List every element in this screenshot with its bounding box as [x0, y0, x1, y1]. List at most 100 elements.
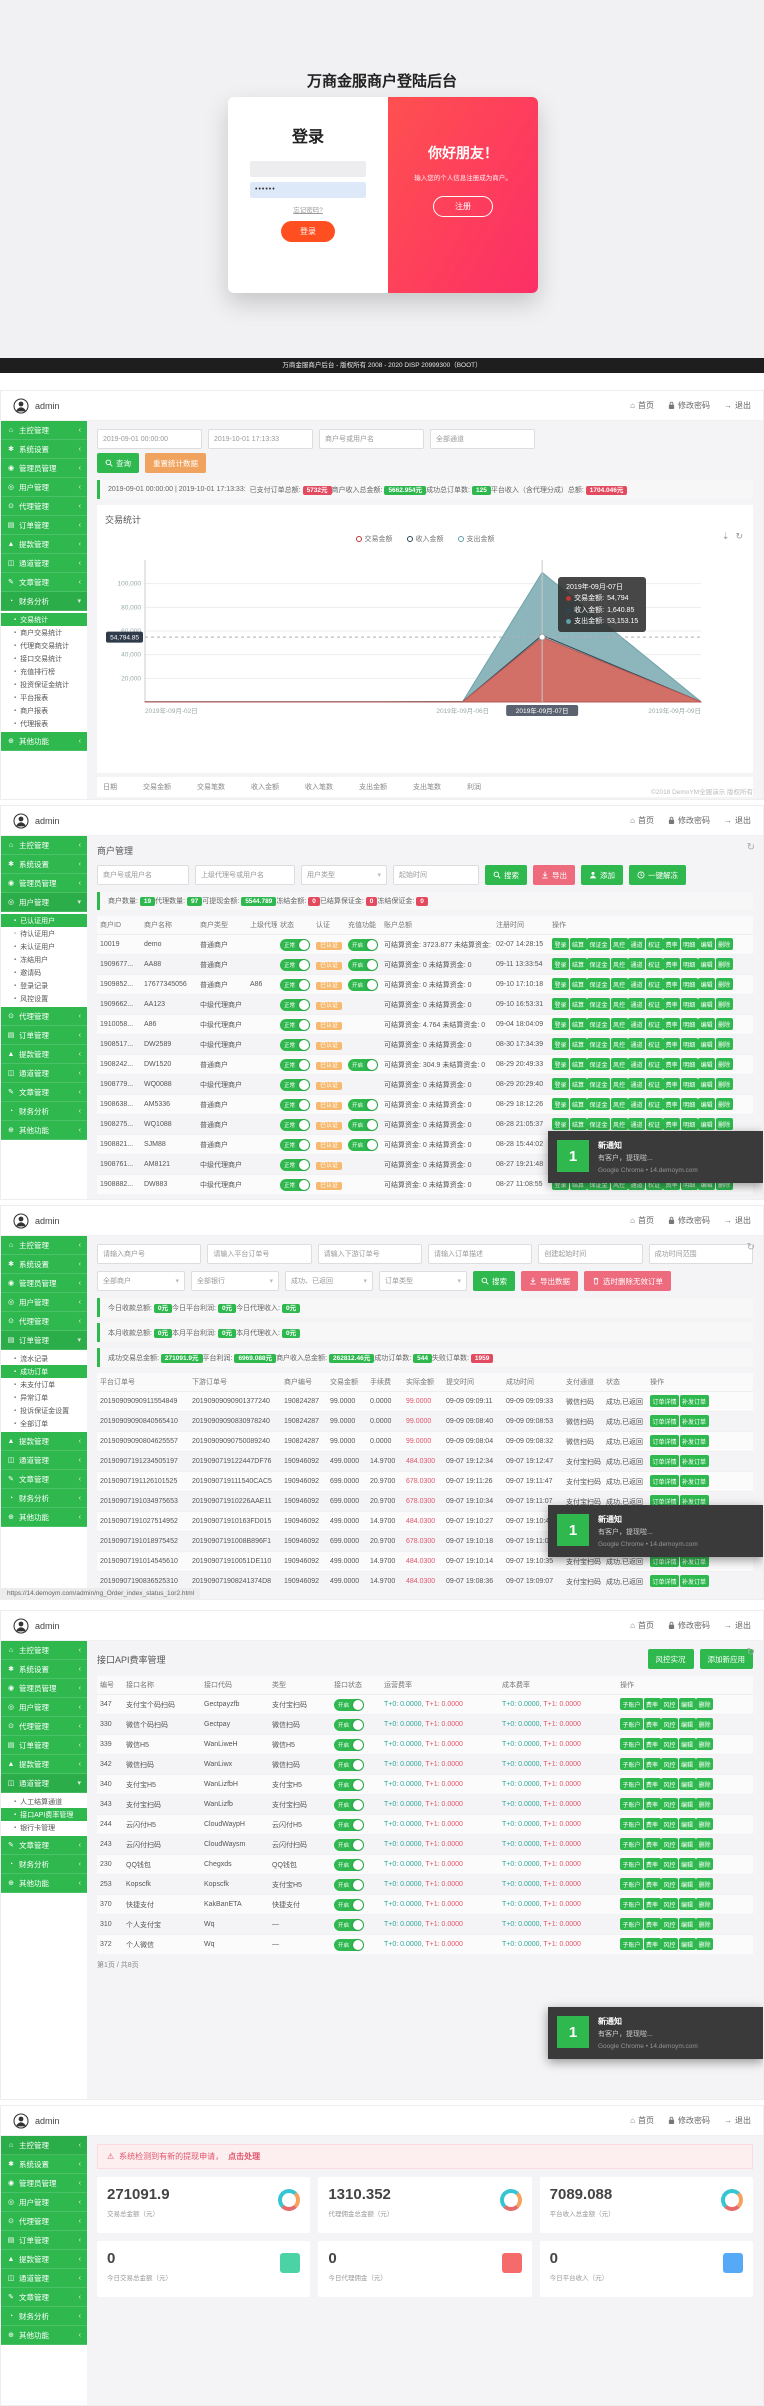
- sidebar-item[interactable]: ◔ 财务分析 ‹: [1, 2307, 87, 2326]
- row-action-button[interactable]: 结算: [569, 1038, 587, 1050]
- sidebar-subitem[interactable]: ▪ 成功订单: [1, 1365, 87, 1378]
- merchant-id-input[interactable]: 商户号或用户名: [97, 865, 189, 885]
- sidebar-subitem[interactable]: ▪ 异常订单: [14, 1394, 49, 1402]
- sidebar-item[interactable]: ⊙ 代理管理 ‹: [1, 1312, 87, 1331]
- sidebar-item[interactable]: ⊕ 其他功能 ‹: [1, 1121, 87, 1140]
- row-action-button[interactable]: 费率: [643, 1778, 661, 1790]
- sidebar-item[interactable]: ◎ 用户管理 ‹: [1, 1293, 87, 1312]
- row-action-button[interactable]: 删除: [696, 1698, 714, 1710]
- row-action-button[interactable]: 订单详情: [650, 1575, 680, 1587]
- sidebar-item[interactable]: ✎ 文章管理 ‹: [1, 2288, 87, 2307]
- row-action-button[interactable]: 保证金: [587, 958, 611, 970]
- sidebar-item[interactable]: ◔ 财务分析 ▾: [1, 592, 87, 611]
- row-action-button[interactable]: 费率: [663, 1038, 681, 1050]
- sidebar-subitem[interactable]: ▪ 平台报表: [14, 694, 49, 702]
- home-link[interactable]: ⌂ 首页: [630, 1621, 654, 1630]
- row-action-button[interactable]: 删除: [696, 1838, 714, 1850]
- sidebar-subitem[interactable]: ▪ 流水记录: [14, 1355, 49, 1363]
- row-action-button[interactable]: 结算: [569, 958, 587, 970]
- register-button[interactable]: 注册: [433, 196, 493, 217]
- row-action-button[interactable]: 补发订单: [679, 1555, 709, 1567]
- refresh-icon[interactable]: ↻: [746, 842, 755, 853]
- recharge-toggle[interactable]: 开启: [348, 1138, 378, 1151]
- row-action-button[interactable]: 登录: [552, 978, 570, 990]
- row-action-button[interactable]: 风控: [661, 1898, 679, 1910]
- row-action-button[interactable]: 编辑: [698, 998, 716, 1010]
- recharge-toggle[interactable]: 开启: [348, 1058, 378, 1071]
- row-action-button[interactable]: 子账户: [620, 1778, 644, 1790]
- row-action-button[interactable]: 补发订单: [679, 1475, 709, 1487]
- row-action-button[interactable]: 登录: [552, 958, 570, 970]
- row-action-button[interactable]: 明细: [680, 998, 698, 1010]
- sidebar-subitem[interactable]: ▪ 投资保证金统计: [14, 681, 70, 689]
- status-toggle[interactable]: 正常: [280, 978, 310, 991]
- order-filter-input[interactable]: 请输入商户号: [97, 1244, 202, 1264]
- legend-item[interactable]: 支出金额: [457, 534, 495, 544]
- status-toggle[interactable]: 正常: [280, 1178, 310, 1191]
- forgot-password-link[interactable]: 忘记密码?: [293, 207, 323, 214]
- state-toggle[interactable]: 开启: [334, 1798, 364, 1811]
- notification-toast[interactable]: 1 新通知 有客户，提现啦... Google Chrome • 14.demo…: [548, 1131, 763, 1183]
- sidebar-item[interactable]: ◎ 用户管理 ‹: [1, 478, 87, 497]
- row-action-button[interactable]: 删除: [715, 1078, 733, 1090]
- row-action-button[interactable]: 明细: [680, 958, 698, 970]
- row-action-button[interactable]: 保证金: [587, 1098, 611, 1110]
- reset-button[interactable]: 重置统计数据: [145, 453, 206, 473]
- row-action-button[interactable]: 子账户: [620, 1818, 644, 1830]
- row-action-button[interactable]: 删除: [696, 1818, 714, 1830]
- row-action-button[interactable]: 风控: [610, 1058, 628, 1070]
- change-password-link[interactable]: 修改密码: [668, 2115, 710, 2126]
- sidebar-item[interactable]: ⊙ 代理管理 ‹: [1, 497, 87, 516]
- row-action-button[interactable]: 编辑: [698, 1078, 716, 1090]
- home-link[interactable]: ⌂ 首页: [630, 1216, 654, 1225]
- row-action-button[interactable]: 登录: [552, 1098, 570, 1110]
- sidebar-subitem[interactable]: ▪ 充值排行榜: [14, 668, 56, 676]
- sidebar-subitem[interactable]: ▪ 投诉保证金设置: [14, 1407, 70, 1415]
- row-action-button[interactable]: 权证: [645, 1018, 663, 1030]
- order-filter-input[interactable]: 创建起始时间: [538, 1244, 643, 1264]
- row-action-button[interactable]: 费率: [663, 1078, 681, 1090]
- sidebar-item[interactable]: ⊕ 其他功能 ‹: [1, 1874, 87, 1893]
- area-chart[interactable]: 20,000 40,000 60,000 80,000 100,000 2019年-09月…: [105, 546, 745, 738]
- sidebar-subitem[interactable]: ▪ 代理商交易统计: [14, 642, 70, 650]
- sidebar-subitem[interactable]: ▪ 银行卡管理: [14, 1824, 56, 1832]
- sidebar-item[interactable]: ✱ 系统设置 ‹: [1, 1255, 87, 1274]
- row-action-button[interactable]: 删除: [696, 1758, 714, 1770]
- row-action-button[interactable]: 风控: [661, 1698, 679, 1710]
- row-action-button[interactable]: 权证: [645, 938, 663, 950]
- sidebar-item[interactable]: ⊙ 代理管理 ‹: [1, 1717, 87, 1736]
- row-action-button[interactable]: 补发订单: [679, 1415, 709, 1427]
- row-action-button[interactable]: 明细: [680, 1058, 698, 1070]
- row-action-button[interactable]: 费率: [643, 1858, 661, 1870]
- status-toggle[interactable]: 正常: [280, 1078, 310, 1091]
- row-action-button[interactable]: 通道: [628, 998, 646, 1010]
- row-action-button[interactable]: 风控: [610, 1118, 628, 1130]
- row-action-button[interactable]: 编辑: [678, 1918, 696, 1930]
- row-action-button[interactable]: 补发订单: [679, 1575, 709, 1587]
- row-action-button[interactable]: 删除: [696, 1878, 714, 1890]
- row-action-button[interactable]: 权证: [645, 1058, 663, 1070]
- sidebar-item[interactable]: ◎ 用户管理 ‹: [1, 2193, 87, 2212]
- sidebar-item[interactable]: ◔ 财务分析 ‹: [1, 1855, 87, 1874]
- avatar[interactable]: [13, 397, 29, 414]
- sidebar-item[interactable]: ⊕ 其他功能 ‹: [1, 1508, 87, 1527]
- state-toggle[interactable]: 开启: [334, 1898, 364, 1911]
- row-action-button[interactable]: 编辑: [678, 1878, 696, 1890]
- row-action-button[interactable]: 通道: [628, 938, 646, 950]
- row-action-button[interactable]: 删除: [715, 1098, 733, 1110]
- row-action-button[interactable]: 费率: [643, 1878, 661, 1890]
- restore-icon[interactable]: ↻: [735, 531, 743, 541]
- row-action-button[interactable]: 通道: [628, 1018, 646, 1030]
- order-filter-select[interactable]: 订单类型: [379, 1271, 467, 1291]
- recharge-toggle[interactable]: 开启: [348, 1118, 378, 1131]
- state-toggle[interactable]: 开启: [334, 1698, 364, 1711]
- row-action-button[interactable]: 编辑: [678, 1698, 696, 1710]
- sidebar-item[interactable]: ◫ 通道管理 ‹: [1, 1451, 87, 1470]
- notification-toast[interactable]: 1 新通知 有客户，提现啦... Google Chrome • 14.demo…: [548, 1505, 763, 1557]
- sidebar-subitem[interactable]: ▪ 商户报表: [14, 707, 49, 715]
- row-action-button[interactable]: 通道: [628, 1118, 646, 1130]
- sidebar-item[interactable]: ◫ 通道管理 ▾: [1, 1774, 87, 1793]
- row-action-button[interactable]: 删除: [715, 938, 733, 950]
- row-action-button[interactable]: 风控: [610, 1078, 628, 1090]
- row-action-button[interactable]: 结算: [569, 1058, 587, 1070]
